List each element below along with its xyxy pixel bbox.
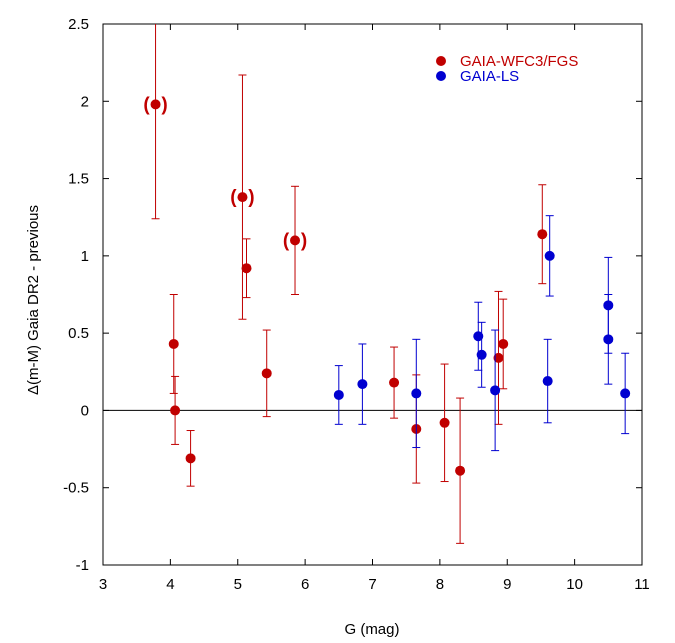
x-tick-label: 3 xyxy=(99,576,107,593)
bracket-left: ( xyxy=(230,187,237,208)
y-tick-label: 2 xyxy=(81,93,89,110)
y-tick-label: -1 xyxy=(76,557,89,574)
data-point xyxy=(476,349,487,360)
data-point xyxy=(241,263,252,274)
data-point xyxy=(473,331,484,342)
data-point xyxy=(603,300,614,311)
y-tick-label: 1 xyxy=(81,248,89,265)
data-point xyxy=(439,417,450,428)
series-2 xyxy=(333,215,631,452)
data-point xyxy=(537,229,548,240)
y-tick-label: 0.5 xyxy=(68,325,89,342)
data-point xyxy=(544,250,555,261)
data-point xyxy=(389,377,400,388)
legend-marker-series-2 xyxy=(436,71,446,81)
x-tick-label: 9 xyxy=(503,576,511,593)
data-point xyxy=(542,376,553,387)
bracket-left: ( xyxy=(143,94,150,115)
y-tick-label: -0.5 xyxy=(63,480,89,497)
axes-layer: 3 4 5 6 7 8 9 10 11 -1 -0.5 0 0.5 1 1.5 2 2.5 xyxy=(63,16,650,593)
data-point xyxy=(490,385,501,396)
data-point xyxy=(237,192,248,203)
x-axis-title: G (mag) xyxy=(344,621,399,638)
y-tick-label: 1.5 xyxy=(68,171,89,188)
data-point xyxy=(357,379,368,390)
bracket-right: ) xyxy=(301,230,307,251)
data-point xyxy=(261,368,272,379)
data-point xyxy=(170,405,181,416)
x-tick-label: 10 xyxy=(566,576,583,593)
data-point xyxy=(290,235,301,246)
data-point xyxy=(493,352,504,363)
bracket-right: ) xyxy=(161,94,167,115)
x-tick-label: 11 xyxy=(634,576,650,593)
data-point xyxy=(455,465,466,476)
data-point xyxy=(185,453,196,464)
series-1: () () () xyxy=(143,24,548,544)
y-tick-label: 0 xyxy=(81,402,89,419)
bracket-right: ) xyxy=(248,187,254,208)
data-point xyxy=(333,389,344,400)
x-tick-label: 6 xyxy=(301,576,309,593)
legend-label-series-1: GAIA-WFC3/FGS xyxy=(460,53,578,70)
legend: GAIA-WFC3/FGS GAIA-LS xyxy=(436,53,578,85)
x-tick-label: 8 xyxy=(436,576,444,593)
bracket-left: ( xyxy=(283,230,290,251)
data-point xyxy=(498,338,509,349)
y-tick-label: 2.5 xyxy=(68,16,89,33)
x-tick-label: 7 xyxy=(368,576,376,593)
data-point xyxy=(620,388,631,399)
data-layer: () () () xyxy=(143,24,631,544)
data-point xyxy=(411,388,422,399)
legend-label-series-2: GAIA-LS xyxy=(460,68,519,85)
plot-frame xyxy=(102,23,643,566)
data-point xyxy=(168,338,179,349)
data-point xyxy=(150,99,161,110)
x-tick-label: 5 xyxy=(234,576,242,593)
y-axis-title: Δ(m-M) Gaia DR2 - previous xyxy=(25,205,42,395)
legend-marker-series-1 xyxy=(436,56,446,66)
x-tick-label: 4 xyxy=(166,576,174,593)
